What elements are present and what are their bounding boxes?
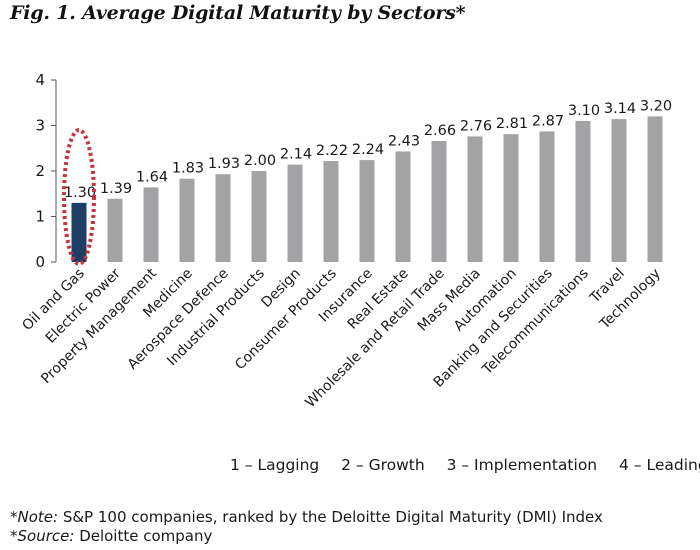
value-label: 3.20 [640,98,672,114]
footnote-source: *Source: Deloitte company [10,527,212,545]
value-label: 3.14 [604,101,636,117]
legend-item-leading: 4 – Leading [619,456,700,474]
y-tick-label: 3 [35,117,45,135]
bar [251,171,267,262]
footnote-note: *Note: S&P 100 companies, ranked by the … [10,508,603,526]
maturity-scale-legend: 1 – Lagging 2 – Growth 3 – Implementatio… [230,456,700,474]
bar [323,160,339,262]
legend-item-lagging: 1 – Lagging [230,456,320,474]
bar [143,187,159,262]
value-label: 2.14 [280,147,312,163]
value-label: 1.30 [64,185,96,201]
legend-item-growth: 2 – Growth [341,456,425,474]
y-tick-label: 0 [35,253,45,271]
source-text: Deloitte company [79,527,213,545]
bar [431,140,447,262]
value-label: 2.66 [424,123,456,139]
bar [467,136,483,262]
bar [287,164,303,262]
note-label: *Note: [10,508,59,526]
bar [503,134,519,262]
bar [647,116,663,263]
legend-item-implementation: 3 – Implementation [446,456,598,474]
source-label: *Source: [10,527,75,545]
value-label: 2.76 [460,118,492,134]
value-label: 2.22 [316,143,348,159]
y-tick-label: 2 [35,162,45,180]
bar [179,178,195,262]
value-label: 2.43 [388,133,420,149]
figure-title: Fig. 1. Average Digital Maturity by Sect… [10,2,466,24]
value-label: 1.39 [100,181,132,197]
bar [71,202,87,262]
value-label: 1.83 [172,161,204,177]
bar [575,120,591,262]
bar [611,119,627,262]
value-label: 1.64 [136,169,168,185]
bar [539,131,555,262]
value-label: 1.93 [208,156,240,172]
value-label: 3.10 [568,103,600,119]
bar [215,174,231,262]
value-label: 2.87 [532,113,564,129]
value-label: 2.00 [244,153,276,169]
bar [107,198,123,262]
highlight-ellipse [62,128,96,266]
value-label: 2.81 [496,116,528,132]
bar [359,160,375,262]
note-text: S&P 100 companies, ranked by the Deloitt… [62,508,603,526]
y-tick-label: 4 [35,71,45,89]
bar [395,151,411,262]
value-label: 2.24 [352,142,384,158]
y-tick-label: 1 [35,208,45,226]
